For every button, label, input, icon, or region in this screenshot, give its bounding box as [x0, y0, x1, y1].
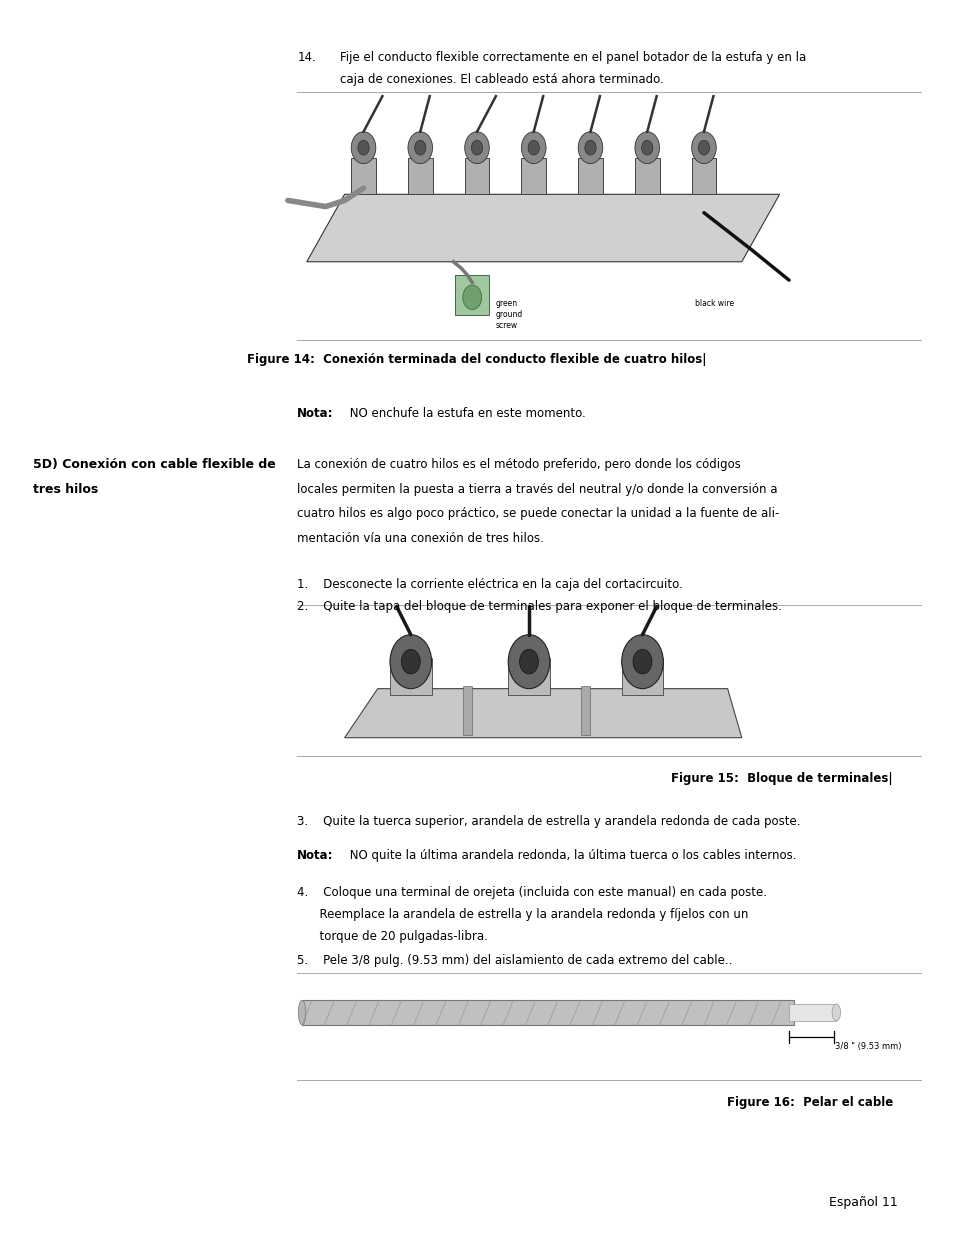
Bar — [508, 658, 549, 695]
Polygon shape — [344, 689, 741, 737]
Circle shape — [415, 141, 425, 156]
Circle shape — [635, 132, 659, 163]
Bar — [455, 275, 489, 315]
Polygon shape — [307, 194, 779, 262]
Text: 4.    Coloque una terminal de orejeta (incluida con este manual) en cada poste.: 4. Coloque una terminal de orejeta (incl… — [297, 887, 766, 899]
Text: 3.    Quite la tuerca superior, arandela de estrella y arandela redonda de cada : 3. Quite la tuerca superior, arandela de… — [297, 815, 800, 827]
Bar — [408, 158, 432, 194]
Text: mentación vía una conexión de tres hilos.: mentación vía una conexión de tres hilos… — [297, 531, 543, 545]
Circle shape — [401, 650, 420, 674]
Circle shape — [390, 635, 431, 689]
Bar — [521, 158, 545, 194]
Text: Figure 16:  Pelar el cable: Figure 16: Pelar el cable — [726, 1095, 892, 1109]
Text: Nota:: Nota: — [297, 850, 334, 862]
Bar — [788, 1004, 836, 1021]
Ellipse shape — [831, 1004, 840, 1021]
Text: black wire: black wire — [694, 299, 733, 308]
Circle shape — [640, 141, 652, 156]
Bar — [580, 687, 590, 735]
Text: 5D) Conexión con cable flexible de: 5D) Conexión con cable flexible de — [32, 458, 275, 471]
Circle shape — [519, 650, 537, 674]
Circle shape — [462, 285, 481, 310]
Circle shape — [521, 132, 545, 163]
Text: NO quite la última arandela redonda, la última tuerca o los cables internos.: NO quite la última arandela redonda, la … — [346, 850, 796, 862]
Circle shape — [633, 650, 651, 674]
Text: Español 11: Español 11 — [828, 1195, 897, 1209]
Ellipse shape — [298, 1000, 306, 1025]
Circle shape — [351, 132, 375, 163]
Text: Nota:: Nota: — [297, 406, 334, 420]
Text: locales permiten la puesta a tierra a través del neutral y/o donde la conversión: locales permiten la puesta a tierra a tr… — [297, 483, 777, 495]
Circle shape — [408, 132, 432, 163]
Circle shape — [357, 141, 369, 156]
Text: torque de 20 pulgadas-libra.: torque de 20 pulgadas-libra. — [297, 930, 488, 944]
Circle shape — [471, 141, 482, 156]
Text: Fije el conducto flexible correctamente en el panel botador de la estufa y en la: Fije el conducto flexible correctamente … — [339, 51, 805, 64]
Text: green
ground
screw: green ground screw — [496, 299, 522, 330]
Text: tres hilos: tres hilos — [32, 483, 98, 495]
Text: 14.: 14. — [297, 51, 315, 64]
Text: caja de conexiones. El cableado está ahora terminado.: caja de conexiones. El cableado está aho… — [339, 73, 663, 86]
Bar — [621, 658, 662, 695]
Circle shape — [508, 635, 549, 689]
Circle shape — [578, 132, 602, 163]
Text: 2.    Quite la tapa del bloque de terminales para exponer el bloque de terminale: 2. Quite la tapa del bloque de terminale… — [297, 600, 781, 614]
Circle shape — [584, 141, 596, 156]
Text: Figure 14:  Conexión terminada del conducto flexible de cuatro hilos|: Figure 14: Conexión terminada del conduc… — [247, 352, 706, 366]
Text: 3/8 " (9.53 mm): 3/8 " (9.53 mm) — [835, 1042, 901, 1051]
Bar — [302, 1000, 793, 1025]
Text: La conexión de cuatro hilos es el método preferido, pero donde los códigos: La conexión de cuatro hilos es el método… — [297, 458, 740, 471]
Text: 1.    Desconecte la corriente eléctrica en la caja del cortacircuito.: 1. Desconecte la corriente eléctrica en … — [297, 578, 682, 592]
Bar — [691, 158, 716, 194]
Circle shape — [698, 141, 709, 156]
Text: Reemplace la arandela de estrella y la arandela redonda y fíjelos con un: Reemplace la arandela de estrella y la a… — [297, 908, 748, 921]
Bar — [351, 158, 375, 194]
Bar — [578, 158, 602, 194]
Text: cuatro hilos es algo poco práctico, se puede conectar la unidad a la fuente de a: cuatro hilos es algo poco práctico, se p… — [297, 508, 779, 520]
Bar — [462, 687, 472, 735]
Text: NO enchufe la estufa en este momento.: NO enchufe la estufa en este momento. — [346, 406, 586, 420]
Bar — [635, 158, 659, 194]
Text: Figure 15:  Bloque de terminales|: Figure 15: Bloque de terminales| — [671, 772, 892, 785]
Circle shape — [528, 141, 538, 156]
Text: 5.    Pele 3/8 pulg. (9.53 mm) del aislamiento de cada extremo del cable..: 5. Pele 3/8 pulg. (9.53 mm) del aislamie… — [297, 953, 732, 967]
Circle shape — [621, 635, 662, 689]
Bar — [464, 158, 489, 194]
Circle shape — [464, 132, 489, 163]
Bar — [390, 658, 431, 695]
Circle shape — [691, 132, 716, 163]
